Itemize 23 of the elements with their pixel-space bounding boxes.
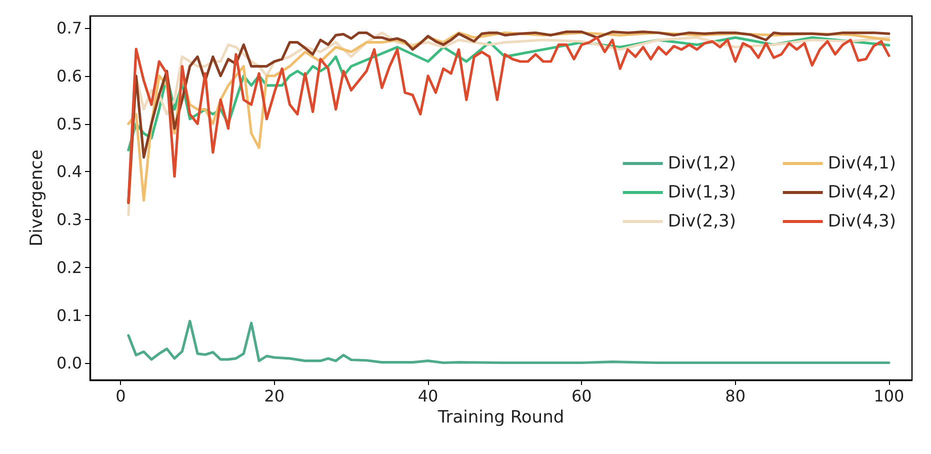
- y-tick-label: 0.1: [56, 306, 82, 325]
- y-tick-label: 0.0: [56, 354, 82, 373]
- legend-label: Div(1,3): [668, 182, 736, 202]
- y-tick-label: 0.4: [56, 162, 82, 182]
- line-series: [127, 320, 890, 364]
- y-axis-title: Divergence: [27, 150, 48, 246]
- y-tick-label: 0.7: [56, 18, 82, 38]
- x-axis-title: Training Round: [436, 407, 564, 428]
- x-tick-label: 20: [264, 386, 285, 406]
- x-tick-label: 0: [116, 386, 126, 406]
- x-tick-label: 100: [874, 386, 904, 406]
- legend-label: Div(1,2): [668, 154, 736, 174]
- legend-label: Div(4,1): [828, 154, 896, 174]
- y-tick-label: 0.6: [56, 66, 82, 86]
- legend-label: Div(2,3): [668, 212, 736, 232]
- x-tick-label: 80: [725, 386, 746, 406]
- legend-label: Div(4,3): [828, 212, 896, 232]
- x-tick-label: 40: [418, 386, 438, 406]
- y-tick-label: 0.2: [56, 258, 82, 277]
- legend-label: Div(4,2): [828, 182, 896, 202]
- x-tick-label: 60: [571, 386, 592, 406]
- y-tick-label: 0.5: [56, 114, 82, 134]
- y-tick-label: 0.3: [56, 210, 82, 230]
